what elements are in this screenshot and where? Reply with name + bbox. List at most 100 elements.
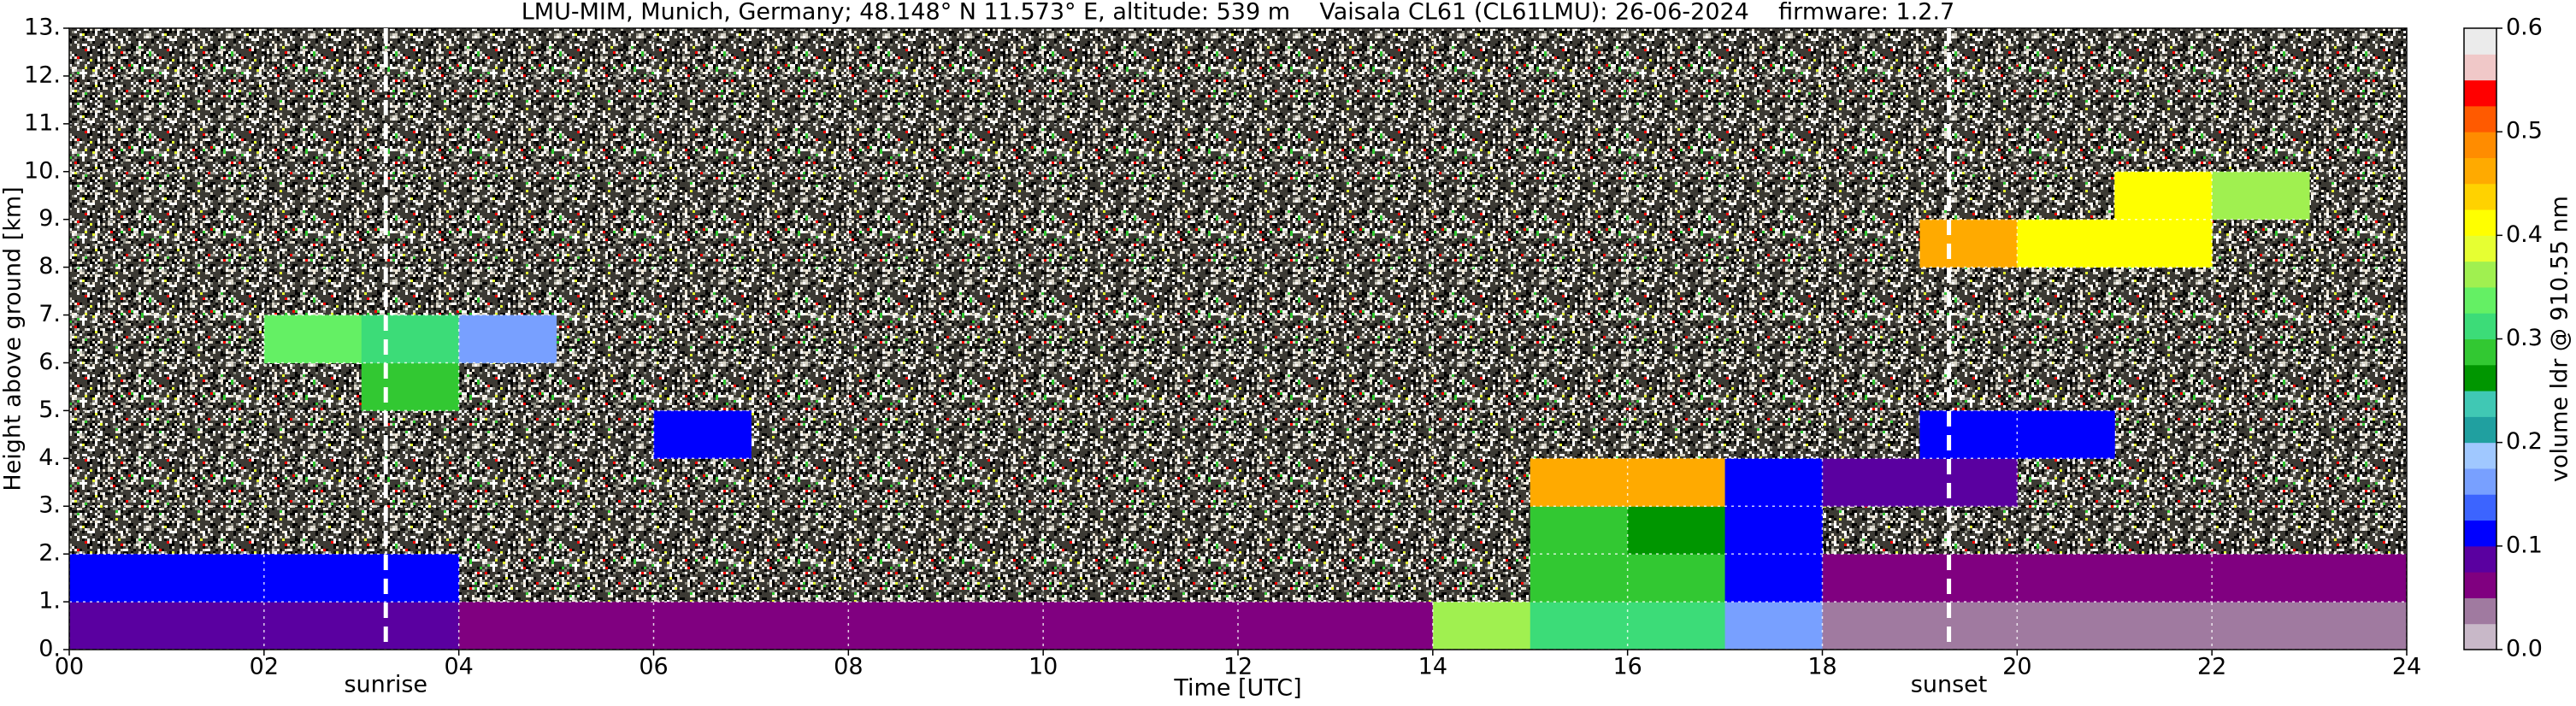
y-tick-label: 4. xyxy=(38,444,61,471)
heat-cell xyxy=(361,554,460,603)
heat-cell xyxy=(2114,219,2213,268)
heat-cell xyxy=(1432,602,1531,650)
heat-cell xyxy=(361,602,460,650)
colorbar-segment xyxy=(2464,468,2496,495)
colorbar-segment xyxy=(2464,442,2496,469)
x-tick-label: 04 xyxy=(444,654,473,680)
colorbar-segment xyxy=(2464,209,2496,236)
colorbar-segment xyxy=(2464,79,2496,107)
y-tick-label: 3. xyxy=(38,492,61,519)
heat-cell xyxy=(2017,602,2115,650)
heat-cell xyxy=(1530,554,1629,603)
heat-cell xyxy=(2212,602,2310,650)
plot-frame xyxy=(68,27,2408,650)
heat-cell xyxy=(1919,219,2018,268)
heat-cell xyxy=(1530,458,1629,507)
heat-cell xyxy=(2212,171,2310,221)
y-tick-label: 11. xyxy=(24,109,61,136)
heat-cell xyxy=(166,602,265,650)
y-tick-label: 7. xyxy=(38,301,61,327)
y-tick-label: 8. xyxy=(38,253,61,279)
y-axis-label: Height above ground [km] xyxy=(0,186,27,491)
heat-cell xyxy=(1335,602,1434,650)
heat-cell xyxy=(2212,554,2310,603)
heat-cell xyxy=(1627,506,1726,555)
annotation-label: sunrise xyxy=(344,672,427,698)
x-tick-label: 08 xyxy=(834,654,863,680)
colorbar-segment xyxy=(2464,105,2496,132)
x-tick-label: 22 xyxy=(2197,654,2226,680)
heat-cell xyxy=(751,602,849,650)
heat-cell xyxy=(653,602,752,650)
colorbar-tick-label: 0.4 xyxy=(2506,221,2543,248)
x-tick-label: 14 xyxy=(1418,654,1447,680)
heat-cell xyxy=(2017,219,2115,268)
heat-cell xyxy=(1627,554,1726,603)
heat-cell xyxy=(1724,554,1823,603)
heat-cell xyxy=(2114,171,2213,221)
heat-cell xyxy=(1530,506,1629,555)
colorbar-segment xyxy=(2464,157,2496,185)
heat-cell xyxy=(263,315,363,363)
heat-cell xyxy=(458,602,557,650)
x-tick-label: 12 xyxy=(1223,654,1253,680)
heat-cell xyxy=(1919,410,2018,459)
y-tick-label: 2. xyxy=(38,540,61,567)
heat-cell xyxy=(1822,554,1920,603)
colorbar-tick-label: 0.0 xyxy=(2506,636,2543,662)
colorbar-segment xyxy=(2464,520,2496,547)
colorbar-segment xyxy=(2464,235,2496,262)
heat-cell xyxy=(69,554,168,603)
heat-cell xyxy=(361,315,460,363)
heat-cell xyxy=(653,410,752,459)
y-tick-label: 13. xyxy=(24,15,61,41)
colorbar-segment xyxy=(2464,364,2496,391)
y-tick-label: 0. xyxy=(38,636,61,662)
heat-cell xyxy=(1919,554,2018,603)
heat-cell xyxy=(1141,602,1239,650)
y-tick-label: 1. xyxy=(38,588,61,615)
heat-cell xyxy=(69,602,168,650)
y-tick-label: 5. xyxy=(38,397,61,423)
heat-cell xyxy=(1627,602,1726,650)
heat-cell xyxy=(1919,458,2018,507)
heat-cell xyxy=(1043,602,1141,650)
colorbar-label: volume ldr @ 910.55 nm xyxy=(2547,196,2573,482)
colorbar-segment xyxy=(2464,54,2496,81)
colorbar-tick-label: 0.6 xyxy=(2506,15,2543,41)
heat-cell xyxy=(1822,602,1920,650)
x-tick-label: 06 xyxy=(639,654,668,680)
x-tick-label: 00 xyxy=(55,654,84,680)
colorbar-segment xyxy=(2464,416,2496,444)
heat-cell xyxy=(1724,458,1823,507)
colorbar-segment xyxy=(2464,391,2496,417)
y-tick-label: 9. xyxy=(38,205,61,232)
colorbar-segment xyxy=(2464,494,2496,521)
x-tick-label: 24 xyxy=(2392,654,2421,680)
x-tick-label: 20 xyxy=(2002,654,2031,680)
colorbar-segment xyxy=(2464,313,2496,339)
colorbar-segment xyxy=(2464,286,2496,314)
heat-cell xyxy=(2309,602,2408,650)
colorbar-segment xyxy=(2464,545,2496,573)
heat-cell xyxy=(1724,506,1823,555)
heat-cell xyxy=(2309,554,2408,603)
y-tick-label: 6. xyxy=(38,349,61,375)
heat-cell xyxy=(458,315,557,363)
colorbar-segment xyxy=(2464,261,2496,288)
heat-cell xyxy=(1724,602,1823,650)
colorbar-tick-label: 0.2 xyxy=(2506,428,2543,455)
y-tick-label: 10. xyxy=(24,157,61,184)
heat-cell xyxy=(2114,602,2213,650)
x-tick-label: 02 xyxy=(250,654,279,680)
heat-cell xyxy=(556,602,654,650)
heat-cell xyxy=(2114,554,2213,603)
colorbar-segment xyxy=(2464,572,2496,598)
colorbar-segment xyxy=(2464,28,2496,55)
colorbar-segment xyxy=(2464,623,2496,650)
heat-cell xyxy=(1919,602,2018,650)
x-tick-label: 18 xyxy=(1807,654,1836,680)
heat-cell xyxy=(1238,602,1336,650)
chart-title: LMU-MIM, Munich, Germany; 48.148° N 11.5… xyxy=(522,0,1955,26)
